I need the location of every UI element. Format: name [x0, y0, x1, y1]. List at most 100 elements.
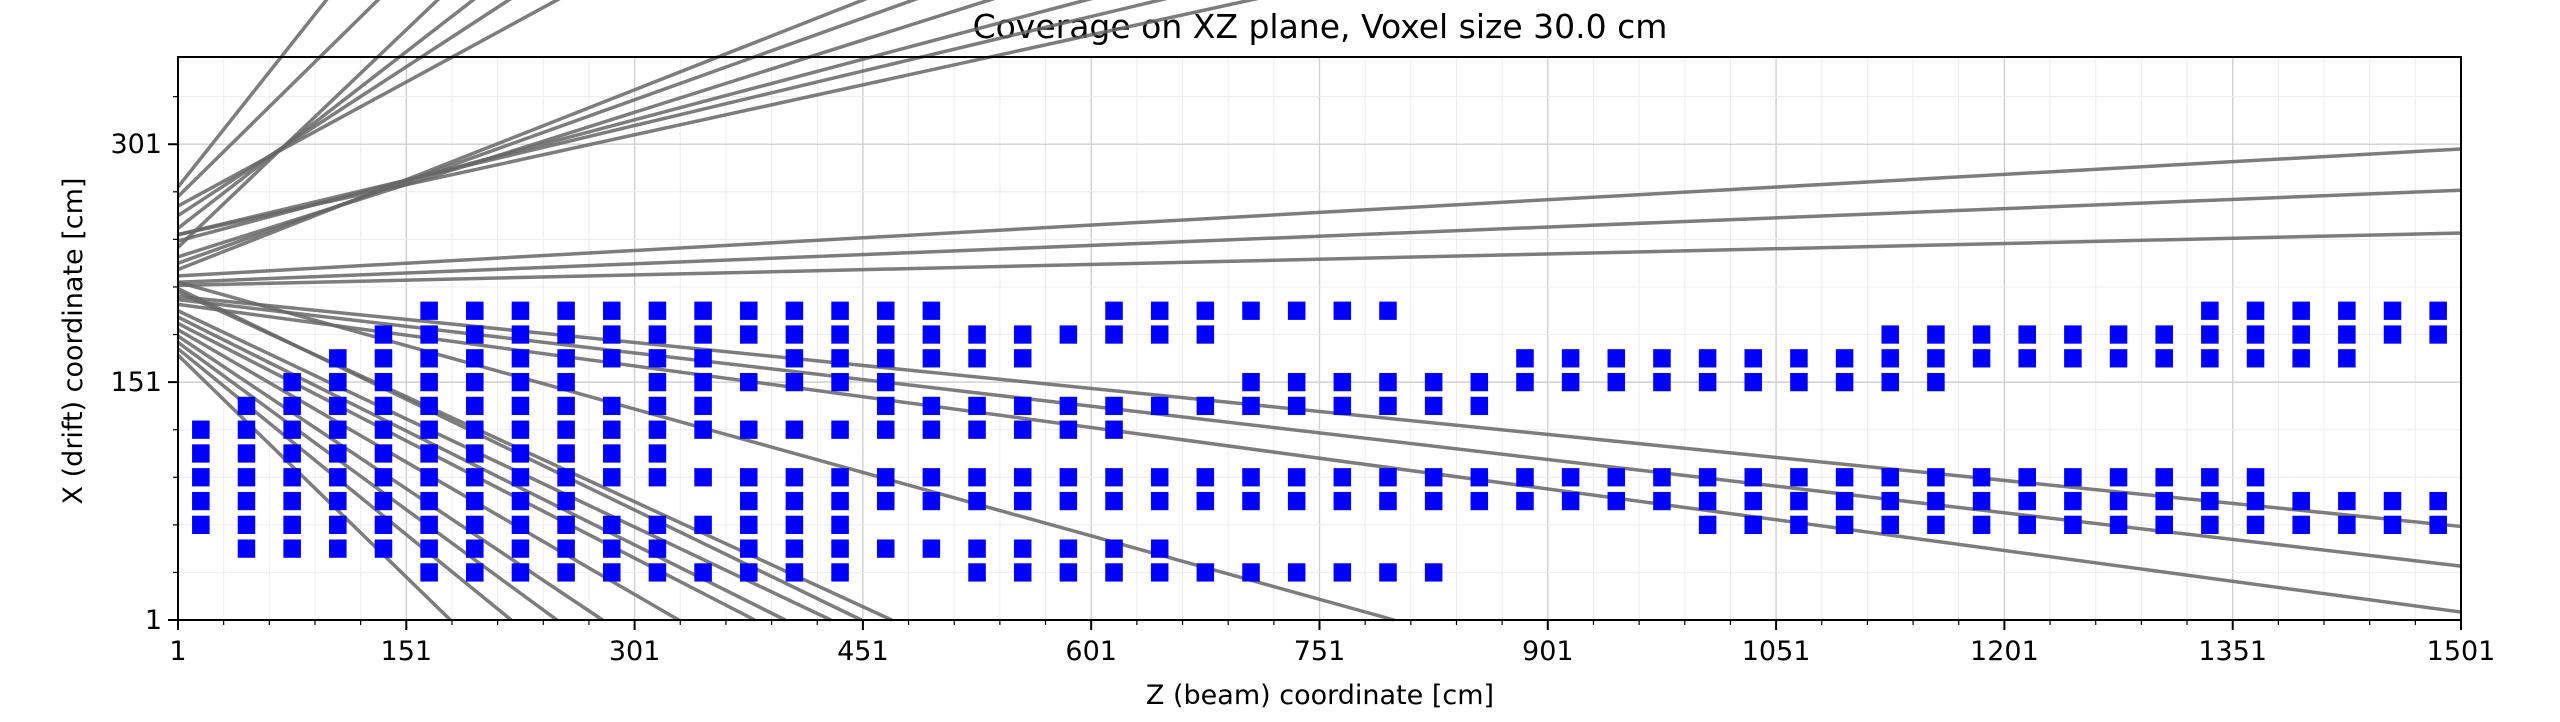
track-line [176, 353, 452, 622]
voxel-marker [739, 515, 758, 534]
voxel-marker [1972, 325, 1991, 344]
voxel-marker [648, 372, 667, 392]
voxel-marker [1516, 468, 1534, 487]
voxel-marker [603, 301, 621, 320]
voxel-marker [694, 301, 712, 320]
voxel-marker [557, 539, 575, 558]
voxel-marker [876, 491, 895, 511]
voxel-marker [2383, 515, 2402, 534]
voxel-marker [557, 349, 575, 368]
voxel-marker [1790, 515, 1808, 534]
voxel-marker [374, 491, 393, 511]
voxel-marker [831, 325, 849, 344]
y-ticks-layer: 1 151 301 [110, 96, 178, 636]
voxel-marker [2064, 325, 2082, 344]
voxel-marker [2109, 349, 2128, 368]
voxel-marker [511, 444, 530, 463]
voxel-marker [2429, 515, 2447, 534]
voxel-marker [1059, 396, 1078, 416]
y-tick-label: 1 [145, 605, 162, 636]
voxel-marker [922, 539, 941, 558]
voxel-marker [1196, 301, 1215, 320]
voxel-marker [329, 372, 347, 392]
voxel-marker [831, 563, 849, 582]
voxel-marker [1379, 468, 1397, 487]
voxel-marker [557, 301, 575, 320]
voxel-marker [1424, 396, 1443, 416]
voxel-marker [876, 420, 895, 439]
voxel-marker [2292, 325, 2310, 344]
voxel-marker [2018, 515, 2036, 534]
voxel-marker [511, 491, 530, 511]
voxel-marker [1835, 468, 1854, 487]
voxel-marker [1379, 372, 1397, 392]
voxel-marker [237, 491, 256, 511]
voxel-marker [603, 325, 621, 344]
voxel-marker [557, 420, 575, 439]
voxel-marker [1607, 372, 1626, 392]
voxel-marker [237, 420, 256, 439]
voxel-marker [237, 539, 256, 558]
voxel-marker [511, 515, 530, 534]
voxel-marker [2109, 515, 2128, 534]
voxel-marker [557, 468, 575, 487]
voxel-marker [831, 515, 849, 534]
voxel-marker [1105, 468, 1123, 487]
voxel-marker [1333, 468, 1352, 487]
voxel-marker [648, 301, 667, 320]
voxel-marker [374, 468, 393, 487]
voxel-marker [1561, 372, 1580, 392]
voxel-marker [237, 468, 256, 487]
voxel-marker [1287, 301, 1306, 320]
voxel-marker [283, 515, 301, 534]
voxel-marker [831, 301, 849, 320]
voxel-marker [876, 325, 895, 344]
voxel-marker [1059, 325, 1078, 344]
voxel-marker [922, 301, 941, 320]
voxel-marker [2292, 349, 2310, 368]
y-axis-label: X (drift) coordinate [cm] [58, 178, 89, 505]
voxel-marker [466, 491, 484, 511]
voxel-marker [1972, 468, 1991, 487]
voxel-marker [192, 420, 210, 439]
voxel-marker [1059, 468, 1078, 487]
voxel-marker [511, 563, 530, 582]
voxel-marker [1516, 372, 1534, 392]
voxel-marker [557, 396, 575, 416]
voxel-marker [1561, 491, 1580, 511]
voxel-marker [1835, 349, 1854, 368]
voxel-marker [603, 444, 621, 463]
voxel-marker [1653, 468, 1671, 487]
voxel-marker [1333, 301, 1352, 320]
voxel-marker [466, 420, 484, 439]
voxel-marker [1379, 301, 1397, 320]
track-line [176, 0, 381, 198]
voxel-marker [283, 396, 301, 416]
x-tick-label: 901 [1522, 636, 1574, 667]
y-tick-label: 151 [110, 367, 162, 398]
track-line [176, 0, 329, 189]
voxel-marker [1972, 515, 1991, 534]
voxel-marker [739, 491, 758, 511]
voxel-marker [1105, 420, 1123, 439]
voxel-marker [1333, 372, 1352, 392]
grid-layer [178, 57, 2461, 620]
voxel-marker [1242, 563, 1260, 582]
voxel-marker [1013, 325, 1032, 344]
voxel-marker [1561, 468, 1580, 487]
voxel-marker [237, 396, 256, 416]
voxel-marker [785, 563, 804, 582]
voxel-marker [1242, 468, 1260, 487]
voxel-marker [420, 515, 438, 534]
voxel-marker [374, 444, 393, 463]
voxel-marker [603, 539, 621, 558]
voxel-marker [329, 468, 347, 487]
track-line [177, 231, 2462, 288]
voxel-marker [1242, 396, 1260, 416]
voxel-marker [329, 491, 347, 511]
voxel-marker [420, 372, 438, 392]
voxel-marker [1424, 468, 1443, 487]
voxel-marker [739, 420, 758, 439]
voxel-marker [374, 396, 393, 416]
